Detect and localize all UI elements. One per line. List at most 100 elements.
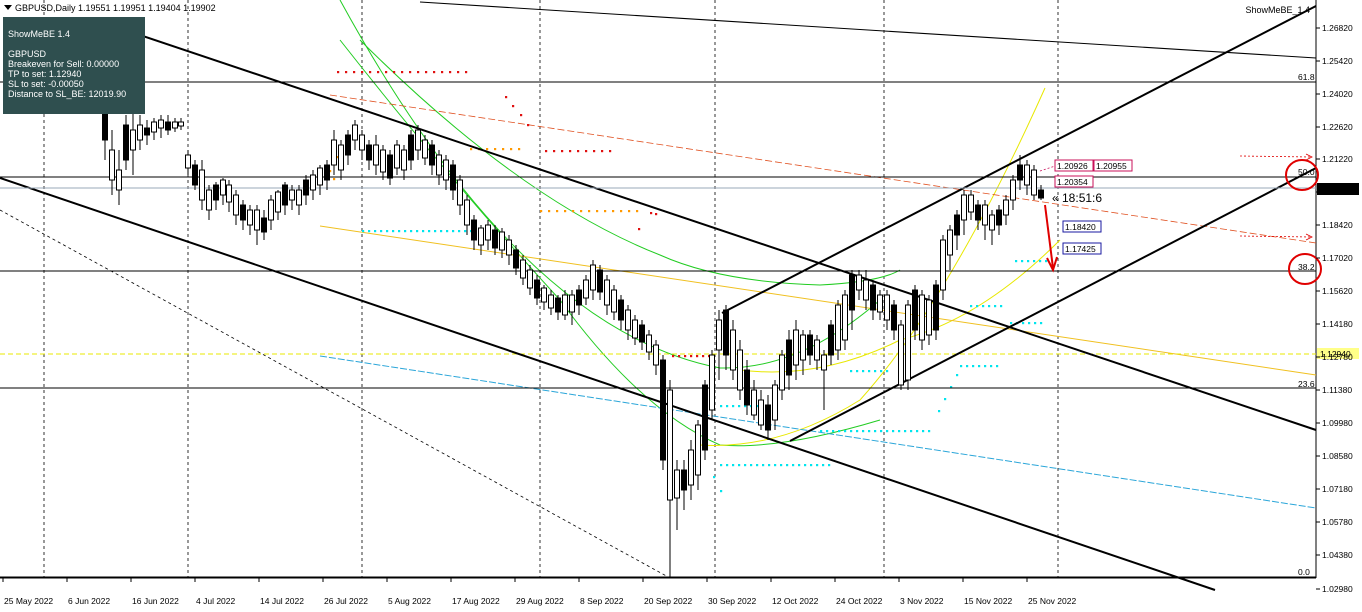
chevron-down-icon[interactable] — [4, 5, 12, 10]
red-dot — [425, 71, 428, 74]
cyan-dot — [1028, 322, 1031, 325]
price-tick-label: 1.09980 — [1322, 418, 1353, 428]
candle-body — [856, 274, 862, 291]
date-tick-label: 25 May 2022 — [4, 596, 53, 606]
price-tick-label: 1.05780 — [1322, 517, 1353, 527]
candle-body — [555, 297, 561, 313]
candle-body — [541, 287, 547, 303]
candle-body — [933, 284, 939, 331]
cyan-dot — [880, 370, 883, 373]
blue-dashed-line — [319, 355, 1317, 509]
cyan-dot — [856, 430, 859, 433]
price-axis: 1.268201.254201.240201.226201.212201.198… — [1316, 23, 1359, 594]
cyan-dot — [744, 464, 747, 467]
cyan-dot — [780, 464, 783, 467]
price-tick-label: 1.18420 — [1322, 220, 1353, 230]
channel-lower-line — [0, 177, 1216, 591]
date-tick-label: 5 Aug 2022 — [388, 596, 431, 606]
cyan-dot — [966, 365, 969, 368]
fibo-label: 61.8 — [1298, 72, 1315, 82]
price-tick-label: 1.11380 — [1322, 385, 1352, 395]
cyan-dot — [970, 305, 973, 308]
candle-body — [366, 144, 372, 161]
cyan-dot — [910, 430, 913, 433]
candle-body — [130, 129, 136, 151]
green-arc-upper — [339, 0, 881, 369]
cyan-dot — [410, 230, 413, 233]
chart-grid — [0, 0, 1317, 579]
cyan-dot — [720, 490, 723, 493]
info-line: Breakeven for Sell: 0.00000 — [8, 59, 120, 69]
yellow-diagonal — [319, 225, 1317, 376]
orange-dot — [604, 210, 607, 213]
candle-body — [660, 359, 666, 461]
candle-body — [814, 339, 820, 361]
channel-upper-line — [109, 24, 1317, 431]
fibo-label: 38.2 — [1298, 262, 1315, 272]
candle-body — [996, 209, 1002, 226]
candle-body — [646, 334, 652, 353]
orange-dot — [502, 148, 505, 151]
order-label-box — [1062, 242, 1102, 255]
highlight-circle-lower — [1288, 253, 1322, 285]
candle-body — [730, 329, 736, 371]
candle-body — [331, 139, 337, 166]
red-dot — [527, 124, 530, 127]
cyan-dot — [944, 398, 947, 401]
current-price-text: 1.19902 — [1320, 184, 1351, 194]
candle-body — [296, 189, 302, 206]
candle-body — [185, 154, 191, 169]
orange-dot — [620, 210, 623, 213]
info-line: Distance to SL_BE: 12019.90 — [8, 89, 127, 99]
cyan-dot — [756, 464, 759, 467]
current-price-tag — [1317, 183, 1359, 195]
candle-body — [352, 124, 358, 141]
highlight-circle-upper — [1285, 159, 1319, 191]
orange-dot — [580, 210, 583, 213]
red-dot — [353, 71, 356, 74]
candle-body — [919, 294, 925, 341]
candle-body — [863, 279, 869, 301]
candle-body — [443, 159, 449, 181]
candle-body — [723, 309, 729, 356]
cyan-dot — [886, 370, 889, 373]
symbol-header: GBPUSD,Daily 1.19551 1.19951 1.19404 1.1… — [4, 3, 216, 13]
candle-body — [275, 191, 281, 213]
candle-body — [716, 319, 722, 351]
price-tick-label: 1.14180 — [1322, 319, 1353, 329]
orange-dot — [486, 148, 489, 151]
cyan-dot — [832, 430, 835, 433]
candle-body — [450, 164, 456, 191]
cyan-dot — [826, 430, 829, 433]
price-tick-label: 1.15620 — [1322, 286, 1353, 296]
order-labels: 1.20926 1.20955 1.20354 1.18420 1.17425 — [1039, 159, 1133, 255]
orange-dot — [628, 210, 631, 213]
order-connector — [1039, 165, 1056, 172]
candle-body — [506, 239, 512, 256]
orange-dot — [333, 178, 336, 181]
cyan-dot — [738, 405, 741, 408]
cyan-dot — [984, 365, 987, 368]
candle-body — [116, 169, 122, 191]
candle-body — [1024, 164, 1030, 186]
candle-body — [569, 294, 575, 313]
fibo-label: 0.0 — [1298, 567, 1310, 577]
cyan-dot — [732, 405, 735, 408]
candle-body — [317, 167, 323, 186]
candle-body — [954, 214, 960, 236]
cyan-dot — [862, 430, 865, 433]
dashed-arrow-lower-head — [1305, 233, 1313, 241]
cyan-dot — [892, 430, 895, 433]
order-label-text: 1.18420 — [1065, 222, 1096, 232]
date-tick-label: 29 Aug 2022 — [516, 596, 564, 606]
red-dot — [512, 105, 515, 108]
candle-body — [289, 189, 295, 201]
candle-body — [618, 299, 624, 321]
indicator-dots — [329, 71, 1048, 493]
candle-body — [1031, 169, 1037, 196]
candle-body — [548, 294, 554, 309]
price-tick-label: 1.07180 — [1322, 484, 1353, 494]
candle-body — [464, 199, 470, 226]
